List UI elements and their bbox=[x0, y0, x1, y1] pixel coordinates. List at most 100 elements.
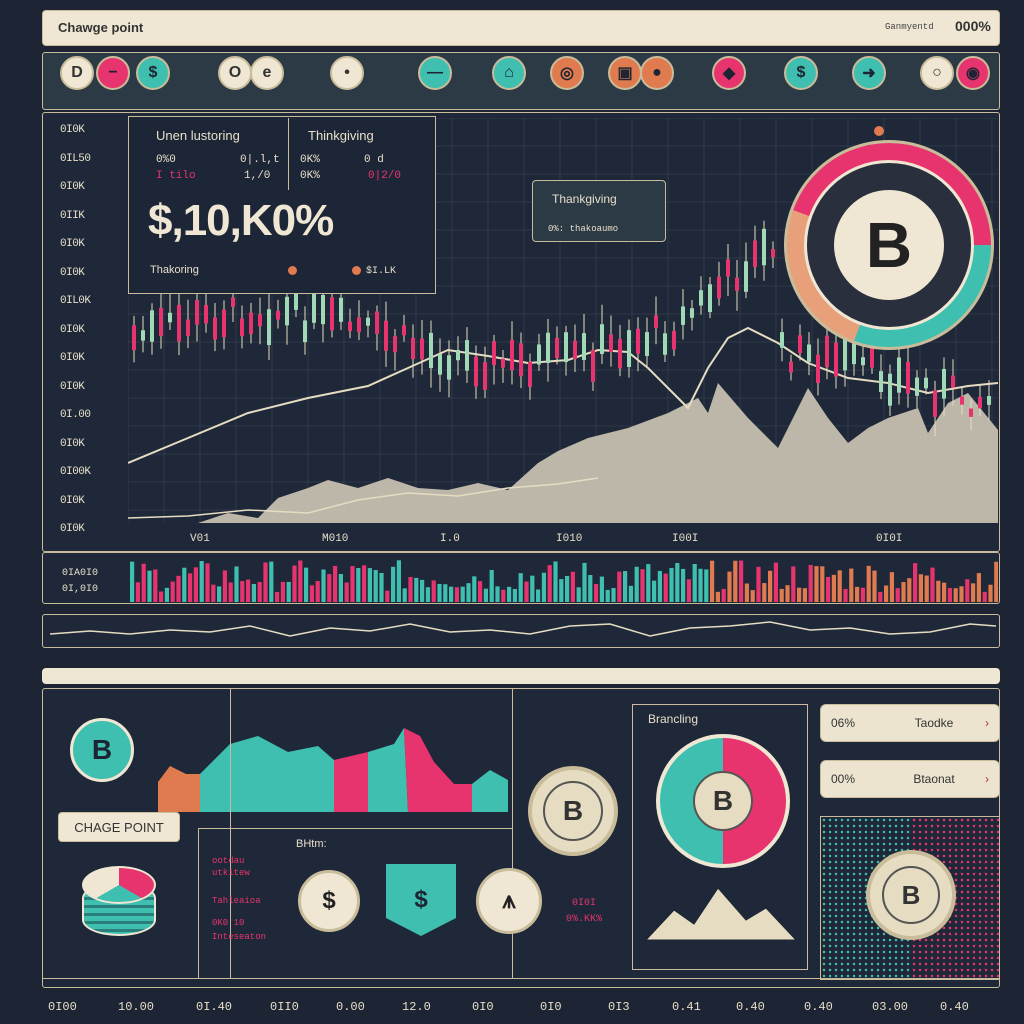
volume-bar bbox=[599, 576, 604, 602]
volume-bar bbox=[524, 581, 529, 602]
candlestick bbox=[897, 339, 901, 405]
volume-bar bbox=[646, 564, 651, 602]
bottom-tick-label: 0.40 bbox=[940, 1000, 969, 1014]
candlestick bbox=[879, 354, 883, 400]
candlestick bbox=[366, 310, 370, 338]
bottom-axis bbox=[42, 978, 1000, 979]
volume-bar bbox=[495, 586, 500, 602]
bottom-tick-label: 0.00 bbox=[336, 1000, 365, 1014]
volume-bar bbox=[936, 580, 941, 602]
toolbar-circle-button[interactable]: ○ bbox=[920, 56, 954, 90]
volume-bar bbox=[408, 576, 413, 602]
volume-bar bbox=[449, 586, 454, 602]
volume-bar bbox=[315, 580, 320, 602]
volume-bar bbox=[130, 561, 135, 602]
candlestick bbox=[456, 336, 460, 376]
volume-bar bbox=[193, 567, 198, 602]
side-button-2[interactable]: 00% Btaonat › bbox=[820, 760, 1000, 798]
volume-bar bbox=[652, 580, 657, 602]
y-tick-label: 0I00K bbox=[60, 466, 91, 478]
bitcoin-coin-teal-icon: B bbox=[70, 718, 134, 782]
volume-bar bbox=[217, 586, 222, 602]
volume-bar bbox=[657, 570, 662, 602]
candlestick bbox=[168, 293, 172, 330]
sub-value: $I.LK bbox=[366, 266, 397, 277]
toolbar-home-button[interactable]: ⌂ bbox=[492, 56, 526, 90]
volume-bar bbox=[344, 582, 349, 602]
branching-panel bbox=[632, 704, 808, 970]
candlestick bbox=[420, 319, 424, 375]
candlestick bbox=[564, 325, 568, 376]
volume-bar bbox=[884, 585, 889, 602]
candlestick bbox=[663, 321, 667, 362]
toolbar-record-button[interactable]: ● bbox=[640, 56, 674, 90]
candlestick bbox=[717, 261, 721, 306]
volume-bar bbox=[704, 569, 709, 602]
volume-bar bbox=[460, 586, 465, 602]
branching-label: Brancling bbox=[648, 712, 699, 726]
dollar-coin-icon[interactable]: $ bbox=[298, 870, 360, 932]
mountains-icon bbox=[646, 887, 796, 940]
candlestick bbox=[735, 260, 739, 311]
y-tick-label: 0I0K bbox=[60, 494, 85, 507]
bottom-tick-label: 0.40 bbox=[804, 1000, 833, 1014]
toolbar-arrow-button[interactable]: ➜ bbox=[852, 56, 886, 90]
overview-line bbox=[50, 621, 996, 637]
left-note: Tahleaioa bbox=[212, 896, 261, 906]
volume-bar bbox=[710, 560, 715, 602]
candlestick bbox=[888, 364, 892, 416]
x-tick-label: I00I bbox=[672, 533, 699, 545]
mid-note-2: 0%.KK% bbox=[566, 914, 603, 925]
toolbar-diamond-button[interactable]: ◆ bbox=[712, 56, 746, 90]
toolbar-e-button[interactable]: e bbox=[250, 56, 284, 90]
toolbar-o-button[interactable]: O bbox=[218, 56, 252, 90]
volume-bar bbox=[802, 588, 807, 602]
toolbar-dollar2-button[interactable]: $ bbox=[784, 56, 818, 90]
sub-marker bbox=[288, 266, 297, 275]
volume-bar bbox=[947, 588, 952, 602]
bitcoin-coin-icon[interactable]: B bbox=[528, 766, 618, 856]
toolbar-pin-button[interactable]: • bbox=[330, 56, 364, 90]
vertical-marker-2 bbox=[512, 688, 513, 978]
x-tick-label: V01 bbox=[190, 533, 210, 545]
volume-bar bbox=[814, 566, 819, 602]
stat-a4: 1,/0 bbox=[244, 170, 271, 182]
candlestick bbox=[303, 306, 307, 355]
candlestick bbox=[672, 321, 676, 357]
volume-bar bbox=[373, 570, 378, 602]
candlestick bbox=[483, 346, 487, 399]
candlestick bbox=[969, 399, 973, 431]
chart-tooltip[interactable] bbox=[532, 180, 666, 242]
candlestick bbox=[132, 315, 136, 363]
change-point-button[interactable]: CHAGE POINT bbox=[58, 812, 180, 842]
volume-bar bbox=[681, 568, 686, 602]
volume-bar bbox=[141, 563, 146, 602]
toolbar-dollar-button[interactable]: $ bbox=[136, 56, 170, 90]
side-button-1[interactable]: 06% Taodke › bbox=[820, 704, 1000, 742]
toolbar-d-button[interactable]: D bbox=[60, 56, 94, 90]
toolbar-minus-button[interactable]: − bbox=[96, 56, 130, 90]
stats-overlay bbox=[128, 116, 436, 294]
tree-coin-icon[interactable]: ⩚ bbox=[476, 868, 542, 934]
volume-bar bbox=[739, 560, 744, 602]
volume-bar bbox=[762, 583, 767, 602]
stat-b2: 0 d bbox=[364, 154, 384, 166]
candlestick bbox=[987, 380, 991, 421]
toolbar-target-button[interactable]: ◎ bbox=[550, 56, 584, 90]
volume-bar bbox=[147, 570, 152, 602]
toolbar-rec2-button[interactable]: ◉ bbox=[956, 56, 990, 90]
bottom-tick-label: 0I0 bbox=[540, 1000, 562, 1014]
toolbar-square-button[interactable]: ▣ bbox=[608, 56, 642, 90]
toolbar-link-button[interactable]: — bbox=[418, 56, 452, 90]
candlestick bbox=[618, 324, 622, 377]
volume-bar bbox=[356, 567, 361, 602]
candlestick bbox=[816, 338, 820, 396]
volume-bar bbox=[304, 567, 309, 602]
volume-bar bbox=[257, 582, 262, 602]
volume-bar bbox=[953, 588, 958, 602]
y-tick-label: 0IIK bbox=[60, 209, 85, 222]
volume-bar bbox=[391, 566, 396, 602]
volume-bar bbox=[826, 576, 831, 602]
volume-bar bbox=[437, 583, 442, 602]
candlestick bbox=[528, 353, 532, 400]
